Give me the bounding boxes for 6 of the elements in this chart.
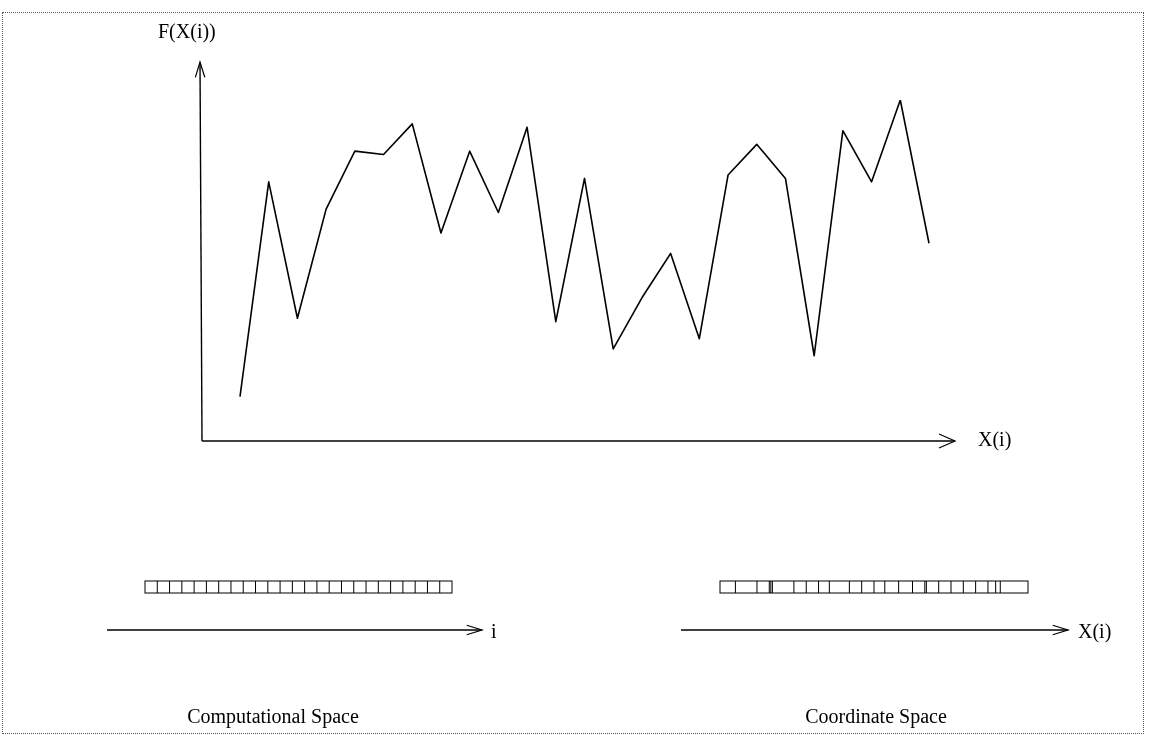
text: Coordinate Space bbox=[805, 705, 947, 728]
text: X(i) bbox=[1078, 620, 1112, 643]
x-axis-title: X(i) bbox=[978, 428, 1012, 451]
y-axis-title: F(X(i)) bbox=[158, 20, 216, 43]
text: Computational Space bbox=[187, 705, 359, 728]
text: i bbox=[491, 620, 497, 642]
